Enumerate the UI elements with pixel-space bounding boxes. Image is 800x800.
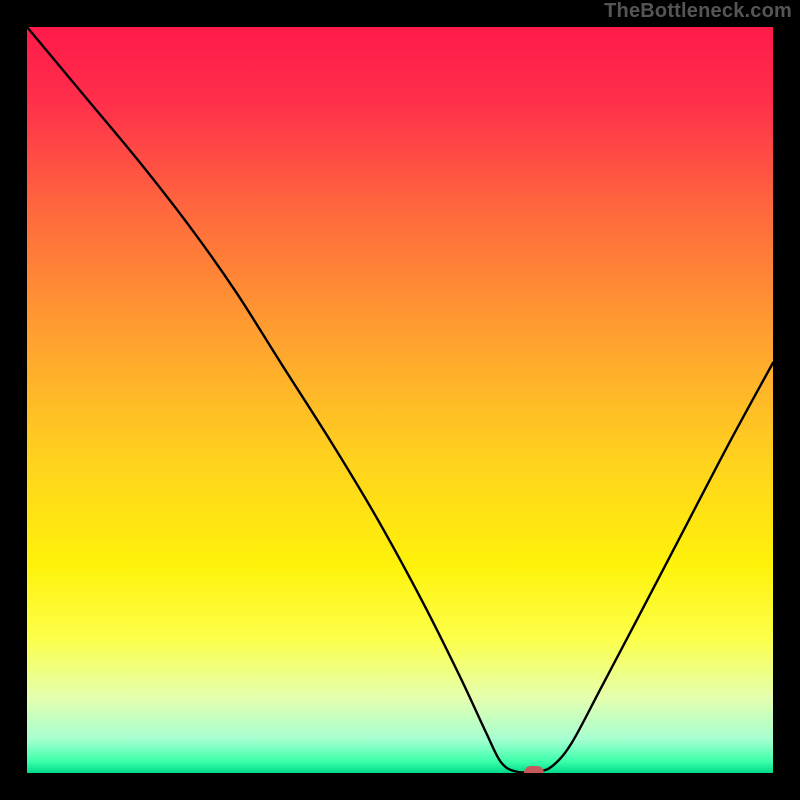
curve-vertex-marker xyxy=(524,766,544,773)
watermark-label: TheBottleneck.com xyxy=(604,0,792,23)
chart-frame: TheBottleneck.com xyxy=(0,0,800,800)
plot-area xyxy=(27,27,773,773)
bottleneck-curve xyxy=(27,27,773,773)
